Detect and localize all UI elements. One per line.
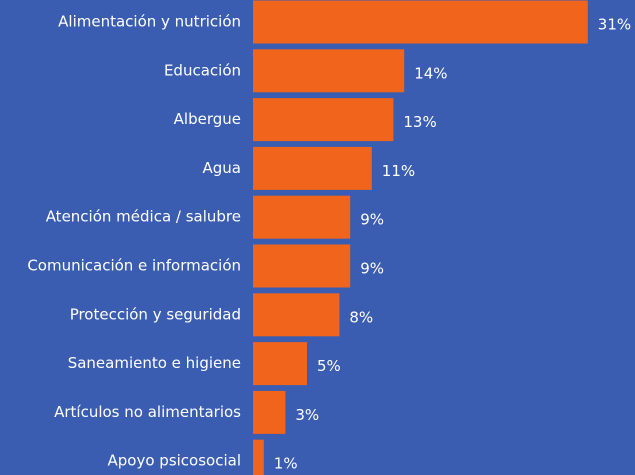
value-label: 31% (598, 16, 631, 34)
category-label: Agua (203, 159, 241, 177)
value-label: 9% (360, 260, 384, 278)
value-label: 1% (274, 455, 298, 473)
bar (253, 195, 351, 239)
value-label: 9% (360, 211, 384, 229)
category-label: Educación (164, 61, 241, 79)
category-label: Saneamiento e higiene (68, 354, 241, 372)
value-label: 11% (382, 162, 415, 180)
bar (253, 293, 340, 337)
category-label: Alimentación y nutrición (58, 13, 241, 31)
bar (253, 49, 405, 93)
value-label: 13% (403, 113, 436, 131)
value-label: 8% (349, 308, 373, 326)
value-label: 3% (295, 406, 319, 424)
bar (253, 0, 588, 44)
category-label: Artículos no alimentarios (54, 403, 241, 421)
category-label: Comunicación e información (27, 257, 241, 275)
bar (253, 342, 307, 386)
category-label: Apoyo psicosocial (108, 452, 241, 470)
bar (253, 390, 286, 434)
category-label: Albergue (174, 110, 241, 128)
bar (253, 146, 372, 190)
bar (253, 98, 394, 142)
category-label: Protección y seguridad (70, 305, 241, 323)
bar (253, 244, 351, 288)
value-label: 5% (317, 357, 341, 375)
category-label: Atención médica / salubre (46, 208, 241, 226)
value-label: 14% (414, 64, 447, 82)
bar (253, 439, 264, 475)
